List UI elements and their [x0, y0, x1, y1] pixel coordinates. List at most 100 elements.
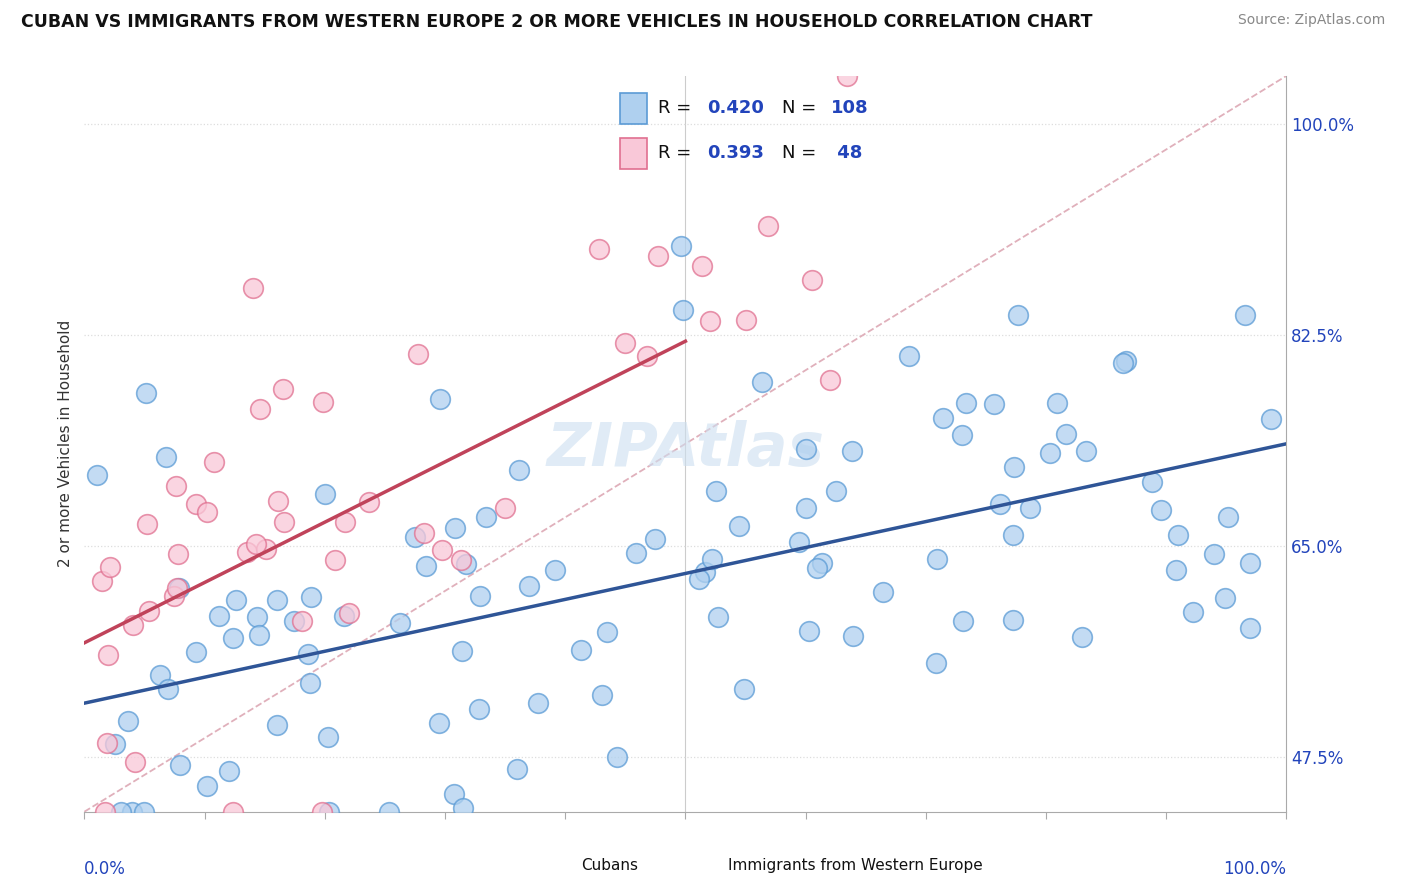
Point [1046, 395, 1069, 409]
Point [825, 484, 848, 499]
Point [86, 468, 108, 483]
Point [614, 336, 637, 351]
Point [166, 581, 188, 595]
Text: R =: R = [658, 145, 697, 162]
Point [508, 462, 530, 476]
Point [1239, 621, 1261, 635]
Point [195, 780, 218, 794]
Point [695, 566, 717, 580]
Point [734, 313, 756, 327]
Point [242, 281, 264, 295]
Point [544, 563, 567, 577]
Point [842, 629, 865, 643]
Point [291, 614, 314, 628]
Point [451, 644, 474, 658]
Point [404, 531, 426, 545]
Text: Immigrants from Western Europe: Immigrants from Western Europe [728, 858, 983, 872]
Point [121, 618, 143, 632]
Point [157, 682, 180, 697]
Point [117, 714, 139, 728]
Point [169, 757, 191, 772]
Point [835, 69, 858, 83]
Point [266, 718, 288, 732]
Point [283, 615, 305, 629]
Point [1239, 556, 1261, 570]
Point [1039, 446, 1062, 460]
Point [728, 519, 751, 533]
Point [208, 608, 231, 623]
Text: ZIPAtlas: ZIPAtlas [547, 420, 824, 479]
Point [927, 551, 949, 566]
Text: Source: ZipAtlas.com: Source: ZipAtlas.com [1237, 13, 1385, 28]
Point [794, 442, 817, 457]
Text: 0.420: 0.420 [707, 99, 765, 117]
Point [316, 730, 339, 744]
Point [925, 656, 948, 670]
Point [138, 604, 160, 618]
Point [588, 242, 610, 256]
Point [311, 805, 333, 819]
Point [704, 484, 727, 499]
Point [430, 543, 453, 558]
Point [167, 581, 190, 595]
Point [506, 762, 529, 776]
Point [527, 696, 550, 710]
Point [606, 750, 628, 764]
Point [134, 805, 156, 819]
Point [155, 450, 177, 464]
Point [94, 805, 117, 819]
Point [254, 541, 277, 556]
Point [1001, 613, 1024, 627]
Point [456, 557, 478, 571]
Text: R =: R = [658, 99, 697, 117]
Point [1234, 308, 1257, 322]
Text: N =: N = [782, 145, 821, 162]
Point [443, 787, 465, 801]
Point [1260, 412, 1282, 426]
Point [245, 537, 267, 551]
Point [337, 606, 360, 620]
Text: 48: 48 [831, 145, 862, 162]
Point [669, 239, 692, 253]
Point [186, 644, 208, 658]
Point [1054, 427, 1077, 442]
Point [429, 392, 451, 406]
Point [1018, 501, 1040, 516]
Text: 108: 108 [831, 99, 869, 117]
Point [1150, 502, 1173, 516]
Point [451, 801, 474, 815]
Point [166, 479, 188, 493]
Point [318, 805, 340, 819]
Y-axis label: 2 or more Vehicles in Household: 2 or more Vehicles in Household [58, 320, 73, 567]
Point [699, 314, 721, 328]
Point [950, 427, 973, 442]
Point [796, 500, 818, 515]
Point [624, 546, 647, 560]
Point [357, 495, 380, 509]
Point [1164, 563, 1187, 577]
Point [952, 614, 974, 628]
Point [751, 375, 773, 389]
Point [702, 552, 724, 566]
Point [222, 631, 245, 645]
Point [517, 579, 540, 593]
Point [96, 736, 118, 750]
Point [806, 561, 828, 575]
Point [1001, 528, 1024, 542]
Point [323, 553, 346, 567]
Point [135, 385, 157, 400]
Point [1074, 444, 1097, 458]
Point [225, 592, 247, 607]
Point [247, 628, 270, 642]
Point [1070, 630, 1092, 644]
Point [468, 589, 491, 603]
Point [1215, 591, 1237, 605]
Point [707, 610, 730, 624]
Point [121, 805, 143, 819]
Point [249, 402, 271, 417]
Point [800, 273, 823, 287]
Point [149, 668, 172, 682]
Point [787, 534, 810, 549]
Point [271, 383, 294, 397]
Point [1140, 475, 1163, 490]
